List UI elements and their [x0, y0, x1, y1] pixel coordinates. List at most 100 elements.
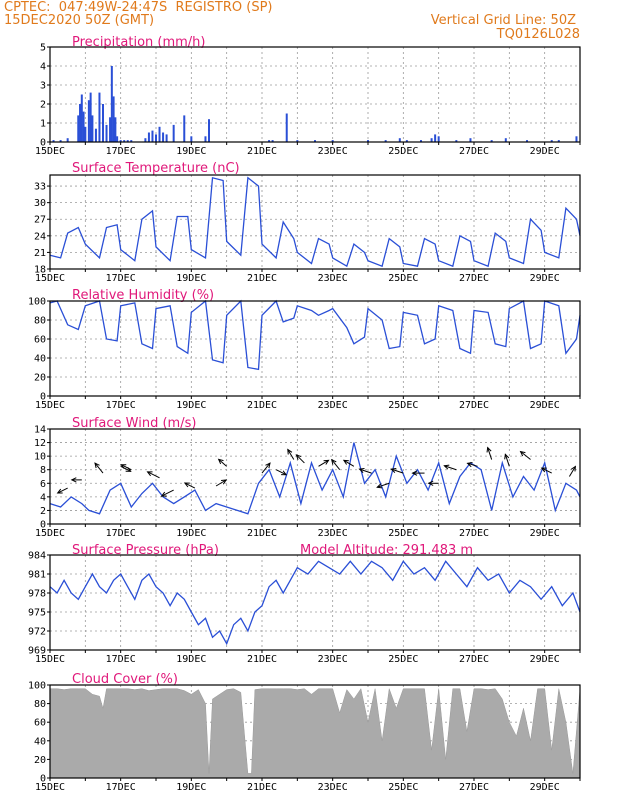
- x-tick-label: 21DEC: [247, 400, 277, 411]
- x-tick-label: 23DEC: [318, 400, 348, 411]
- x-tick-label: 27DEC: [459, 273, 489, 284]
- precip-bar: [162, 132, 165, 142]
- y-tick-label: 14: [34, 425, 46, 436]
- x-tick-label: 17DEC: [106, 782, 136, 793]
- panel-frame: [49, 300, 581, 397]
- precip-bar: [405, 140, 408, 142]
- precip-bar: [204, 136, 207, 142]
- precip-bar: [296, 140, 299, 142]
- cloud-cover-area: [49, 688, 581, 779]
- precip-bar: [98, 92, 101, 142]
- x-tick-label: 21DEC: [247, 146, 277, 157]
- precip-bar: [109, 117, 112, 142]
- x-tick-label: 21DEC: [247, 528, 277, 539]
- wind-arrow: [568, 465, 576, 477]
- x-tick-label: 25DEC: [388, 782, 418, 793]
- y-tick-label: 30: [34, 198, 46, 209]
- y-tick-label: 8: [40, 465, 46, 476]
- y-tick-label: 80: [34, 699, 46, 710]
- wind-series-line: [49, 442, 581, 515]
- y-tick-label: 20: [34, 373, 46, 384]
- panel-title: Precipitation (mm/h): [72, 35, 205, 50]
- precip-bar: [490, 140, 493, 142]
- wind-arrow: [486, 446, 493, 460]
- precip-bar: [420, 140, 422, 142]
- precip-bar: [268, 140, 271, 142]
- wind-arrow: [146, 471, 160, 479]
- precip-bar: [434, 134, 437, 142]
- x-tick-label: 25DEC: [388, 273, 418, 284]
- precip-bar: [158, 126, 161, 142]
- precip-bar: [66, 138, 69, 142]
- precip-bar: [550, 140, 553, 142]
- panel-frame: [49, 46, 581, 143]
- y-tick-label: 984: [28, 551, 46, 562]
- x-tick-label: 25DEC: [388, 400, 418, 411]
- y-tick-label: 100: [28, 297, 46, 308]
- panel-frame: [49, 428, 581, 525]
- panel-frame: [49, 554, 581, 651]
- y-tick-label: 18: [34, 265, 46, 276]
- x-tick-label: 15DEC: [35, 528, 65, 539]
- y-tick-label: 0: [40, 138, 46, 149]
- x-tick-label: 19DEC: [176, 528, 206, 539]
- wind-arrow: [331, 458, 341, 471]
- precip-bar: [314, 140, 316, 142]
- y-tick-label: 24: [34, 231, 46, 242]
- precip-bar: [89, 92, 92, 142]
- y-tick-label: 969: [28, 646, 46, 657]
- wind-arrow: [540, 467, 552, 474]
- wind-arrow: [466, 462, 478, 468]
- x-tick-label: 21DEC: [247, 273, 277, 284]
- x-tick-label: 27DEC: [459, 146, 489, 157]
- wind-arrow: [160, 489, 174, 497]
- precip-bar: [285, 113, 288, 142]
- panel-precip: Precipitation (mm/h) 0 1 2 3 4 5 15DEC 17DEC 19DE…: [35, 35, 581, 157]
- wind-arrow: [261, 462, 271, 474]
- y-tick-label: 20: [34, 755, 46, 766]
- precip-bar: [172, 124, 175, 142]
- precip-bar: [208, 119, 210, 142]
- x-tick-label: 29DEC: [530, 654, 560, 665]
- y-tick-label: 21: [34, 248, 46, 259]
- x-tick-label: 15DEC: [35, 146, 65, 157]
- temp-series-line: [49, 176, 581, 268]
- x-tick-label: 27DEC: [459, 400, 489, 411]
- precip-bar: [430, 138, 433, 142]
- y-tick-label: 981: [28, 570, 46, 581]
- wind-arrow: [295, 454, 305, 464]
- wind-arrow: [519, 450, 531, 460]
- pres-series-line: [49, 560, 581, 646]
- precip-bar: [183, 115, 186, 142]
- x-tick-label: 25DEC: [388, 654, 418, 665]
- y-tick-label: 1: [40, 119, 46, 130]
- precip-bar: [79, 104, 82, 142]
- header-datetime: 15DEC2020 50Z (GMT): [4, 13, 155, 28]
- wind-arrow: [217, 458, 227, 467]
- precip-bar: [526, 140, 528, 142]
- precip-bar: [91, 115, 94, 142]
- wind-arrow: [120, 464, 132, 471]
- panel-temp: Surface Temperature (nC) 18 21 24 27 30 33 15DE…: [34, 161, 581, 284]
- x-tick-label: 29DEC: [530, 273, 560, 284]
- x-tick-label: 27DEC: [459, 654, 489, 665]
- x-tick-label: 19DEC: [176, 782, 206, 793]
- wind-arrow: [376, 482, 390, 489]
- x-tick-label: 29DEC: [530, 782, 560, 793]
- wind-arrow: [215, 479, 228, 487]
- panel-title: Surface Wind (m/s): [72, 416, 196, 431]
- precip-bar: [155, 134, 157, 142]
- wind-arrow: [504, 453, 510, 467]
- precip-bar: [112, 96, 115, 142]
- y-tick-label: 2: [40, 506, 46, 517]
- wind-arrow: [318, 459, 330, 467]
- precip-bar: [119, 140, 122, 142]
- x-tick-label: 21DEC: [247, 782, 277, 793]
- wind-arrow: [411, 470, 425, 476]
- precip-bar: [469, 138, 472, 142]
- y-tick-label: 0: [40, 774, 46, 785]
- precip-bar: [398, 138, 401, 142]
- panel-wind: Surface Wind (m/s) 0 2 4 6 8 10 12 14 15DEC 17DEC 1…: [34, 416, 581, 539]
- panel-title: Relative Humidity (%): [72, 288, 214, 303]
- x-tick-label: 17DEC: [106, 528, 136, 539]
